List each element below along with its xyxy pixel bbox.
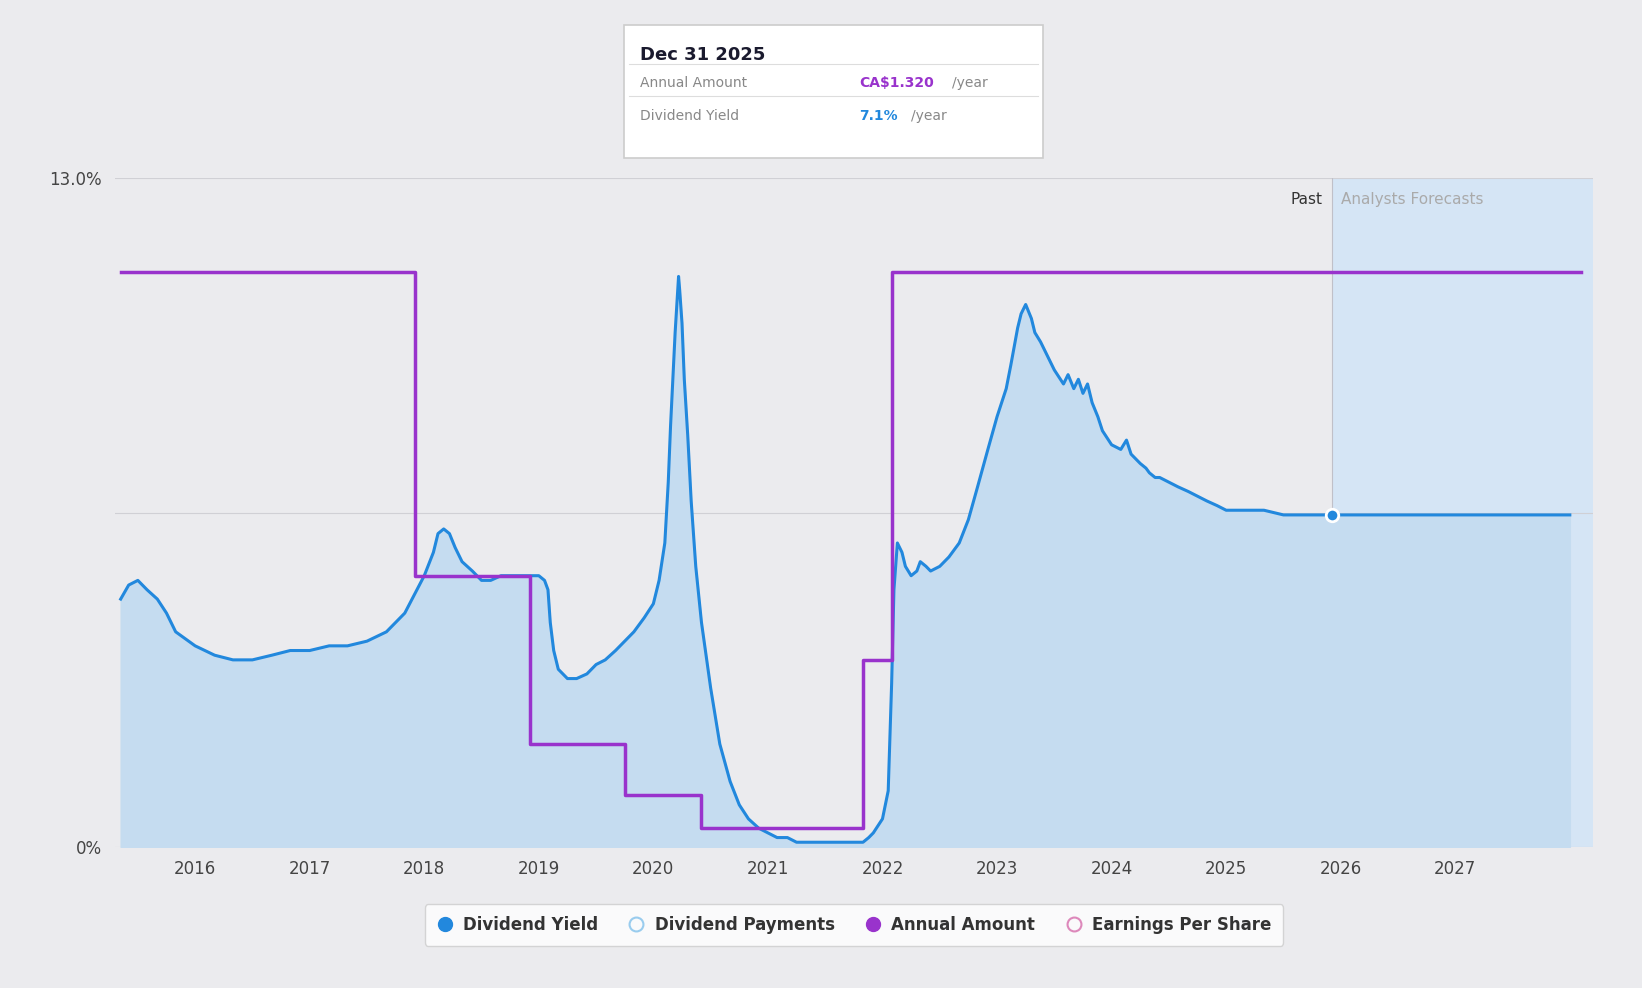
Text: Dec 31 2025: Dec 31 2025 [640,46,765,64]
Text: Dividend Yield: Dividend Yield [640,109,739,123]
Text: CA$1.320: CA$1.320 [859,76,934,90]
Bar [1332,178,1593,847]
Text: Past: Past [1291,192,1322,206]
Text: 7.1%: 7.1% [859,109,898,123]
Text: Analysts Forecasts: Analysts Forecasts [1342,192,1483,206]
Text: /year: /year [911,109,947,123]
Legend: Dividend Yield, Dividend Payments, Annual Amount, Earnings Per Share: Dividend Yield, Dividend Payments, Annua… [425,904,1282,946]
Text: /year: /year [952,76,988,90]
Text: Annual Amount: Annual Amount [640,76,747,90]
